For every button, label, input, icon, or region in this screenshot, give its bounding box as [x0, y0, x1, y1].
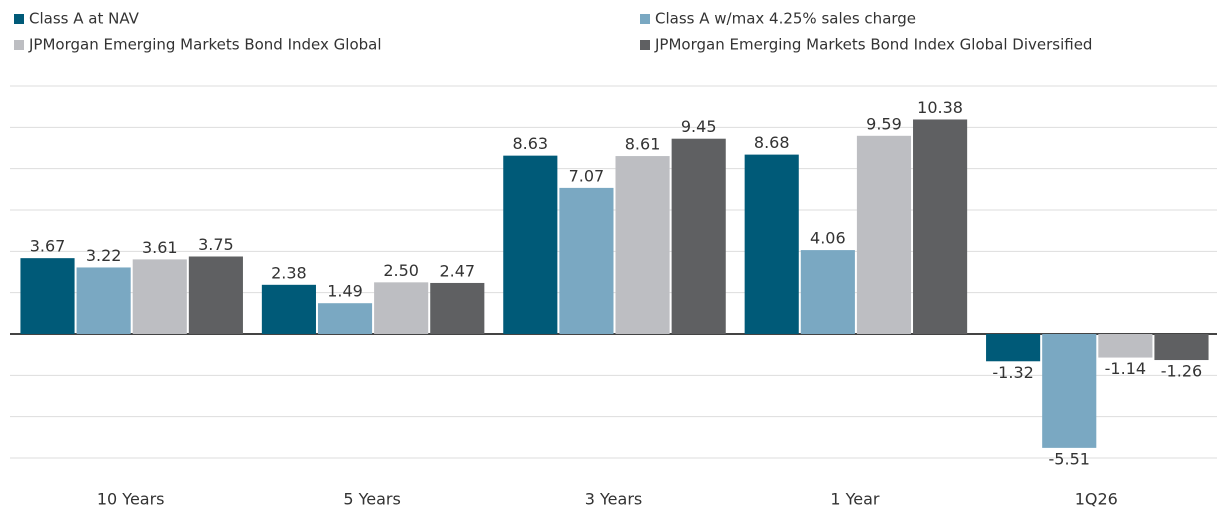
legend-label: Class A at NAV: [29, 10, 140, 28]
legend-swatch: [640, 40, 650, 50]
value-label: 3.61: [142, 238, 178, 257]
legend-swatch: [14, 40, 24, 50]
value-label: 2.38: [271, 263, 307, 282]
value-label: 1.49: [327, 282, 363, 301]
value-label: 4.06: [810, 229, 846, 248]
bar: [913, 119, 968, 334]
value-label: -1.14: [1105, 359, 1146, 378]
bar: [671, 138, 726, 334]
value-label: 7.07: [569, 166, 605, 185]
bar: [615, 156, 670, 334]
x-tick-label: 3 Years: [585, 490, 642, 509]
bar: [317, 303, 373, 334]
bar: [503, 155, 558, 334]
bar: [800, 250, 855, 334]
bar: [1098, 334, 1153, 358]
x-tick-label: 10 Years: [97, 490, 165, 509]
bar: [856, 135, 912, 334]
bar: [430, 282, 485, 334]
legend-label: JPMorgan Emerging Markets Bond Index Glo…: [654, 36, 1092, 54]
value-label: -5.51: [1049, 449, 1090, 468]
bar: [20, 258, 75, 334]
value-label: 10.38: [917, 98, 963, 117]
legend-swatch: [14, 14, 24, 24]
value-label: 9.59: [866, 114, 902, 133]
bar: [1042, 334, 1097, 448]
bar: [744, 154, 799, 334]
value-label: 3.22: [86, 246, 122, 265]
value-label: 8.68: [754, 133, 790, 152]
value-label: 3.67: [30, 237, 66, 256]
value-label: 8.63: [512, 134, 548, 153]
bar: [76, 267, 131, 334]
x-tick-label: 1Q26: [1075, 490, 1118, 509]
legend-label: Class A w/max 4.25% sales charge: [655, 10, 916, 28]
value-label: 8.61: [625, 135, 661, 154]
legend-label: JPMorgan Emerging Markets Bond Index Glo…: [28, 36, 382, 54]
value-label: 2.50: [383, 261, 419, 280]
value-label: 2.47: [439, 261, 475, 280]
bar: [559, 187, 614, 334]
bar: [261, 284, 316, 334]
x-tick-label: 5 Years: [343, 490, 400, 509]
value-label: 9.45: [681, 117, 717, 136]
legend-swatch: [640, 14, 650, 24]
value-label: -1.32: [992, 363, 1033, 382]
bar: [986, 334, 1041, 362]
bar: [132, 259, 187, 334]
bar: [1154, 334, 1209, 361]
value-label: 3.75: [198, 235, 234, 254]
bar: [374, 282, 429, 334]
bar: [188, 256, 243, 334]
value-label: -1.26: [1161, 362, 1202, 381]
x-tick-label: 1 Year: [830, 490, 880, 509]
